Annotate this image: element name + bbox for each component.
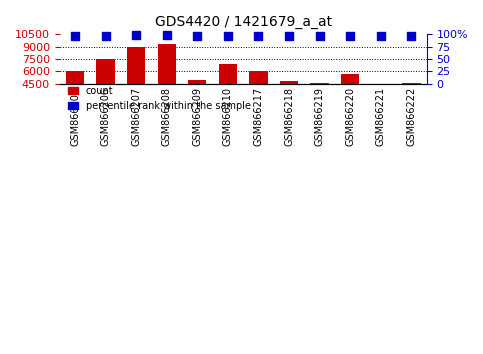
Bar	[97, 59, 115, 121]
Point	[194, 33, 201, 39]
Bar	[341, 74, 359, 121]
Bar	[311, 83, 329, 121]
Bar	[66, 71, 84, 121]
Bar	[402, 82, 421, 121]
Point	[71, 33, 79, 39]
Point	[255, 33, 262, 39]
Bar	[249, 71, 268, 121]
Point	[408, 33, 415, 39]
Point	[102, 33, 110, 39]
Bar	[188, 80, 207, 121]
Bar	[157, 44, 176, 121]
Title: GDS4420 / 1421679_a_at: GDS4420 / 1421679_a_at	[155, 15, 332, 29]
Point	[163, 32, 170, 38]
Point	[285, 33, 293, 39]
Bar	[371, 84, 390, 121]
Bar	[280, 81, 298, 121]
Point	[224, 33, 232, 39]
Point	[377, 33, 384, 39]
Bar	[127, 47, 145, 121]
Legend: count, percentile rank within the sample: count, percentile rank within the sample	[65, 82, 255, 115]
Bar	[219, 64, 237, 121]
Point	[316, 33, 324, 39]
Point	[346, 33, 354, 39]
Point	[132, 32, 140, 38]
